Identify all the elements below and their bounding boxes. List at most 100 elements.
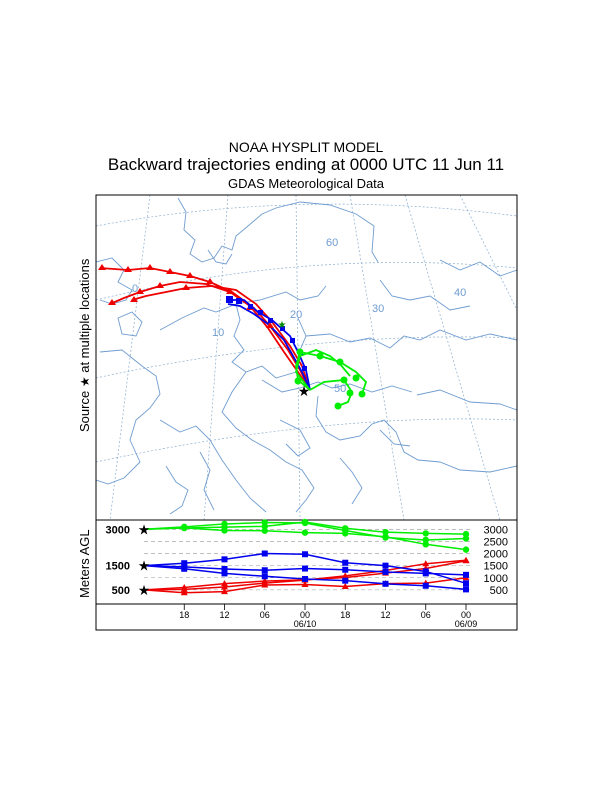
source-star-icon: ★ — [298, 383, 311, 399]
source-label: Source ★ at multiple locations — [77, 258, 92, 432]
height-point-square — [221, 570, 228, 577]
data-source-label: GDAS Meteorological Data — [227, 176, 385, 191]
height-point-triangle — [221, 588, 228, 595]
lon-label-10: 10 — [212, 327, 224, 339]
right-label-3000: 3000 — [484, 524, 508, 536]
trajectory-map: 60 50 0 10 20 30 40 — [95, 194, 518, 521]
height-point-triangle — [341, 582, 349, 589]
height-point-square — [221, 556, 228, 563]
time-date-label: 06/09 — [455, 619, 478, 629]
map-green-trajectory-2 — [309, 379, 354, 407]
height-point-square — [463, 586, 469, 593]
height-point-triangle — [261, 579, 269, 586]
left-height-labels: 3000 1500 500 — [106, 524, 130, 597]
height-point-square — [181, 560, 188, 567]
right-label-1000: 1000 — [484, 573, 508, 585]
map-red-markers — [98, 264, 274, 328]
map-blue-trajectory-2 — [227, 303, 311, 391]
height-point-circle — [301, 529, 309, 536]
height-point-square — [261, 550, 268, 557]
height-point-triangle — [180, 589, 188, 596]
height-point-circle — [382, 528, 389, 536]
map-graticule — [96, 195, 517, 520]
time-tick-label: 18 — [340, 610, 350, 620]
height-point-square — [302, 565, 308, 572]
plot-title: Backward trajectories ending at 0000 UTC… — [107, 155, 505, 174]
model-title: NOAA HYSPLIT MODEL — [228, 139, 384, 155]
lat-label-50: 50 — [334, 383, 346, 395]
height-point-square — [261, 573, 268, 580]
right-label-1500: 1500 — [484, 561, 508, 573]
height-point-triangle — [221, 583, 228, 590]
map-green-markers — [294, 348, 366, 410]
map-red-trajectory-3 — [131, 285, 311, 391]
right-label-500: 500 — [490, 585, 508, 597]
height-point-square — [382, 568, 389, 575]
height-point-triangle — [422, 560, 430, 567]
height-point-circle — [422, 541, 429, 548]
height-axis-label: Meters AGL — [77, 529, 92, 598]
height-point-triangle — [341, 572, 349, 579]
height-point-circle — [181, 524, 188, 532]
time-tick-label: 00 — [461, 610, 471, 620]
map-frame — [95, 194, 518, 521]
height-point-circle — [301, 518, 309, 526]
height-point-circle — [342, 525, 349, 532]
height-point-square — [302, 551, 308, 558]
time-tick-label: 06 — [260, 610, 270, 620]
height-point-square — [463, 580, 469, 587]
height-point-square — [342, 577, 349, 584]
left-label-1500: 1500 — [106, 561, 130, 573]
map-coastlines — [96, 197, 517, 515]
lat-label-60: 60 — [326, 237, 338, 249]
time-date-label: 06/10 — [294, 619, 317, 629]
height-point-circle — [221, 527, 228, 534]
map-markers: ★ ★ — [98, 264, 366, 410]
map-grid-labels: 60 50 0 10 20 30 40 — [132, 237, 466, 395]
right-label-2500: 2500 — [484, 536, 508, 548]
height-point-square — [302, 575, 308, 582]
height-point-square — [422, 570, 429, 577]
height-point-square — [261, 567, 268, 574]
right-label-2000: 2000 — [484, 549, 508, 561]
left-label-500: 500 — [112, 585, 130, 597]
height-point-square — [463, 571, 469, 578]
height-point-triangle — [221, 580, 228, 587]
height-point-circle — [462, 546, 470, 553]
time-tick-label: 18 — [179, 610, 189, 620]
height-point-triangle — [301, 581, 309, 588]
height-point-circle — [422, 530, 429, 537]
height-point-circle — [462, 530, 470, 538]
height-point-circle — [382, 533, 389, 540]
left-label-3000: 3000 — [106, 524, 130, 536]
waypoint-star-icon: ★ — [278, 320, 287, 331]
lon-label-20: 20 — [290, 309, 302, 321]
height-point-circle — [261, 527, 268, 534]
height-point-triangle — [180, 585, 188, 592]
lon-label-0: 0 — [132, 283, 138, 295]
height-series — [143, 518, 470, 596]
height-point-square — [382, 580, 389, 587]
height-source-stars: ★ ★ ★ — [138, 521, 151, 598]
source-height-star-icon: ★ — [138, 558, 151, 574]
source-height-star-icon: ★ — [138, 582, 151, 598]
time-tick-label: 12 — [380, 610, 390, 620]
height-point-triangle — [462, 556, 470, 563]
height-point-square — [382, 562, 389, 569]
time-tick-label: 00 — [300, 610, 310, 620]
source-height-star-icon: ★ — [138, 521, 151, 537]
height-point-square — [221, 566, 228, 573]
height-point-circle — [342, 530, 349, 537]
height-point-square — [181, 565, 188, 572]
time-tick-label: 12 — [219, 610, 229, 620]
lon-label-30: 30 — [372, 303, 384, 315]
height-point-square — [342, 559, 349, 566]
height-point-square — [422, 582, 429, 589]
side-labels: Source ★ at multiple locations Meters AG… — [77, 258, 92, 598]
lon-label-40: 40 — [454, 287, 466, 299]
time-axis-frame — [95, 603, 518, 631]
